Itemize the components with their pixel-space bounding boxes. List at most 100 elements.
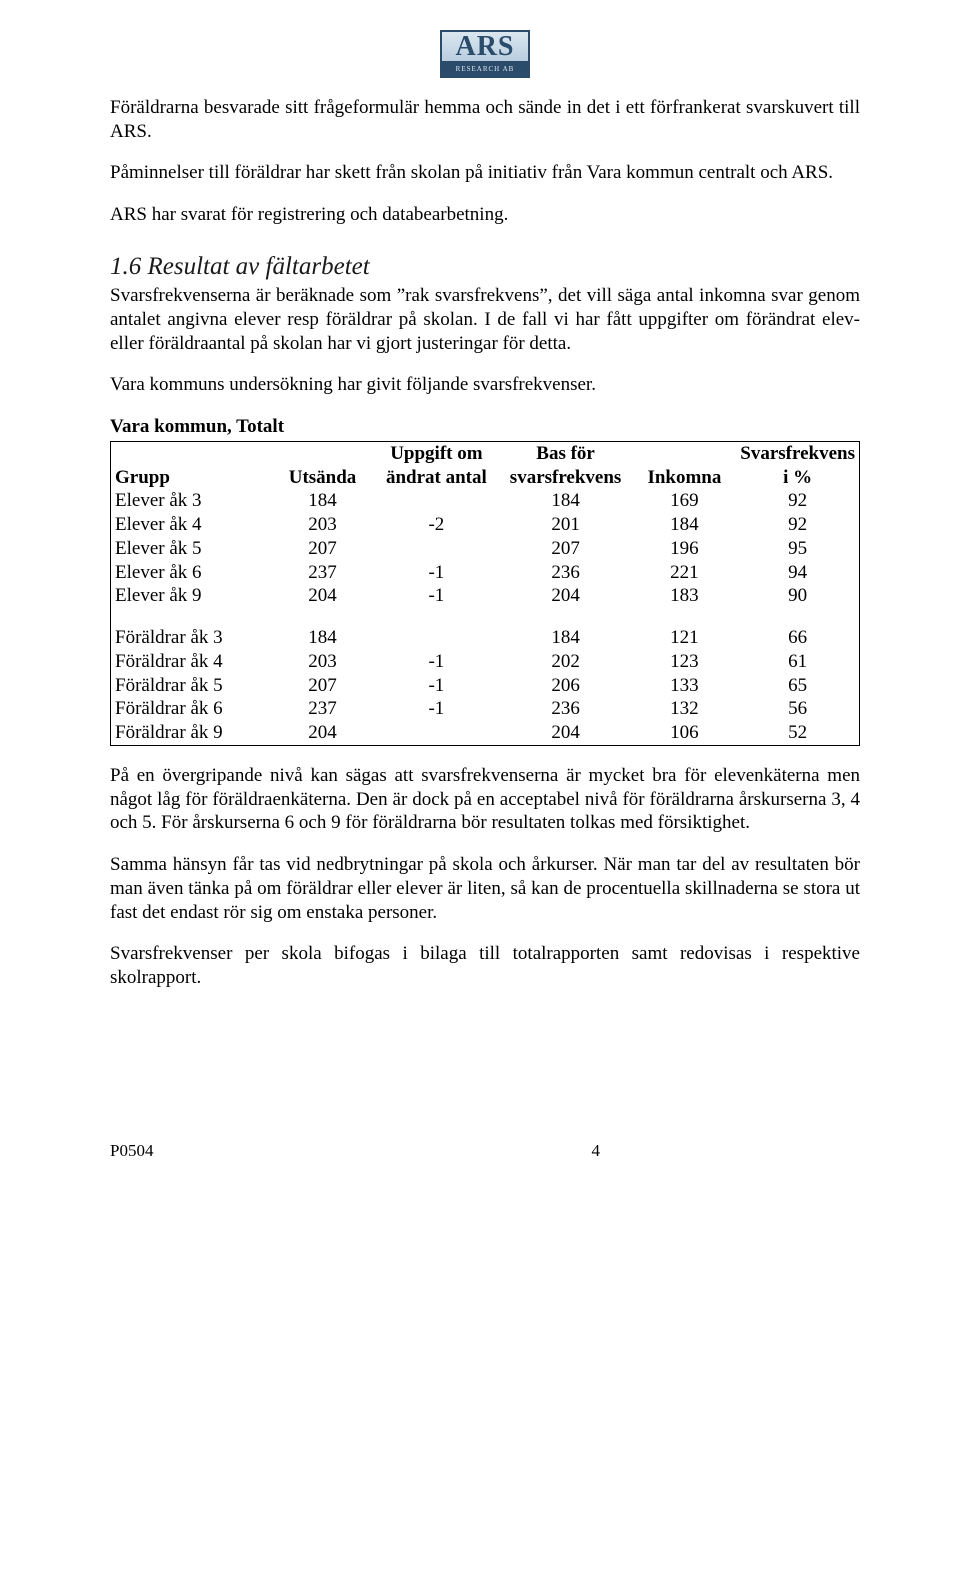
paragraph: Påminnelser till föräldrar har skett frå…: [110, 161, 860, 185]
table-row: Elever åk 6 237 -1 236 221 94: [111, 561, 860, 585]
col-header: i %: [736, 466, 859, 490]
cell: 236: [499, 697, 633, 721]
table-row: Föräldrar åk 4 203 -1 202 123 61: [111, 650, 860, 674]
cell: Föräldrar åk 5: [111, 674, 271, 698]
col-header: Inkomna: [633, 466, 737, 490]
cell: -1: [374, 650, 498, 674]
logo-subtitle: RESEARCH AB: [440, 63, 530, 78]
cell: 207: [499, 537, 633, 561]
cell: 207: [271, 537, 374, 561]
cell: 221: [633, 561, 737, 585]
cell: [374, 489, 498, 513]
cell: 201: [499, 513, 633, 537]
cell: 123: [633, 650, 737, 674]
cell: 56: [736, 697, 859, 721]
col-header: Utsända: [271, 466, 374, 490]
paragraph: Svarsfrekvenserna är beräknade som ”rak …: [110, 284, 860, 355]
table-row: Elever åk 4 203 -2 201 184 92: [111, 513, 860, 537]
cell: -1: [374, 697, 498, 721]
section-heading: 1.6 Resultat av fältarbetet: [110, 251, 860, 282]
cell: 203: [271, 513, 374, 537]
cell: 169: [633, 489, 737, 513]
table-header-row: Uppgift om Bas för Svarsfrekvens: [111, 441, 860, 465]
cell: 133: [633, 674, 737, 698]
col-header: ändrat antal: [374, 466, 498, 490]
cell: Elever åk 9: [111, 584, 271, 608]
cell: 92: [736, 513, 859, 537]
table-spacer: [111, 608, 860, 626]
cell: 66: [736, 626, 859, 650]
page-footer: P0504 4: [110, 1140, 860, 1161]
cell: Elever åk 3: [111, 489, 271, 513]
paragraph: Samma hänsyn får tas vid nedbrytningar p…: [110, 853, 860, 924]
table-row: Föräldrar åk 9 204 204 106 52: [111, 721, 860, 745]
cell: 184: [499, 626, 633, 650]
cell: Föräldrar åk 6: [111, 697, 271, 721]
cell: 184: [271, 489, 374, 513]
col-header: Uppgift om: [374, 441, 498, 465]
col-header: Svarsfrekvens: [736, 441, 859, 465]
cell: Föräldrar åk 9: [111, 721, 271, 745]
cell: 204: [271, 721, 374, 745]
cell: 92: [736, 489, 859, 513]
table-title: Vara kommun, Totalt: [110, 415, 860, 439]
table-row: Elever åk 3 184 184 169 92: [111, 489, 860, 513]
col-header: Bas för: [499, 441, 633, 465]
cell: 184: [271, 626, 374, 650]
cell: 52: [736, 721, 859, 745]
paragraph: Svarsfrekvenser per skola bifogas i bila…: [110, 942, 860, 990]
table-row: Elever åk 5 207 207 196 95: [111, 537, 860, 561]
cell: 237: [271, 697, 374, 721]
table-row: Elever åk 9 204 -1 204 183 90: [111, 584, 860, 608]
cell: 196: [633, 537, 737, 561]
cell: Föräldrar åk 4: [111, 650, 271, 674]
logo-container: ARS RESEARCH AB: [110, 30, 860, 78]
table-row: Föräldrar åk 5 207 -1 206 133 65: [111, 674, 860, 698]
response-rate-table: Uppgift om Bas för Svarsfrekvens Grupp U…: [110, 441, 860, 746]
cell: 183: [633, 584, 737, 608]
cell: [374, 626, 498, 650]
cell: 184: [499, 489, 633, 513]
paragraph: Vara kommuns undersökning har givit följ…: [110, 373, 860, 397]
cell: 95: [736, 537, 859, 561]
cell: 207: [271, 674, 374, 698]
cell: 237: [271, 561, 374, 585]
page-number: 4: [332, 1140, 601, 1161]
cell: 61: [736, 650, 859, 674]
cell: 132: [633, 697, 737, 721]
paragraph: Föräldrarna besvarade sitt frågeformulär…: [110, 96, 860, 144]
cell: -1: [374, 674, 498, 698]
cell: Elever åk 6: [111, 561, 271, 585]
ars-logo: ARS RESEARCH AB: [440, 30, 530, 78]
cell: Föräldrar åk 3: [111, 626, 271, 650]
cell: -1: [374, 561, 498, 585]
table-header-row: Grupp Utsända ändrat antal svarsfrekvens…: [111, 466, 860, 490]
cell: 106: [633, 721, 737, 745]
cell: 65: [736, 674, 859, 698]
cell: -2: [374, 513, 498, 537]
cell: 184: [633, 513, 737, 537]
document-page: ARS RESEARCH AB Föräldrarna besvarade si…: [0, 0, 960, 1201]
cell: Elever åk 5: [111, 537, 271, 561]
cell: 206: [499, 674, 633, 698]
cell: 121: [633, 626, 737, 650]
cell: [374, 537, 498, 561]
cell: -1: [374, 584, 498, 608]
col-header: svarsfrekvens: [499, 466, 633, 490]
table-row: Föräldrar åk 3 184 184 121 66: [111, 626, 860, 650]
logo-abbr: ARS: [440, 30, 530, 63]
footer-reference: P0504: [110, 1140, 153, 1161]
cell: 204: [499, 584, 633, 608]
cell: 204: [271, 584, 374, 608]
cell: 202: [499, 650, 633, 674]
cell: 203: [271, 650, 374, 674]
cell: 94: [736, 561, 859, 585]
table-row: Föräldrar åk 6 237 -1 236 132 56: [111, 697, 860, 721]
cell: 90: [736, 584, 859, 608]
paragraph: På en övergripande nivå kan sägas att sv…: [110, 764, 860, 835]
paragraph: ARS har svarat för registrering och data…: [110, 203, 860, 227]
cell: [374, 721, 498, 745]
cell: Elever åk 4: [111, 513, 271, 537]
cell: 236: [499, 561, 633, 585]
col-header: Grupp: [111, 466, 271, 490]
